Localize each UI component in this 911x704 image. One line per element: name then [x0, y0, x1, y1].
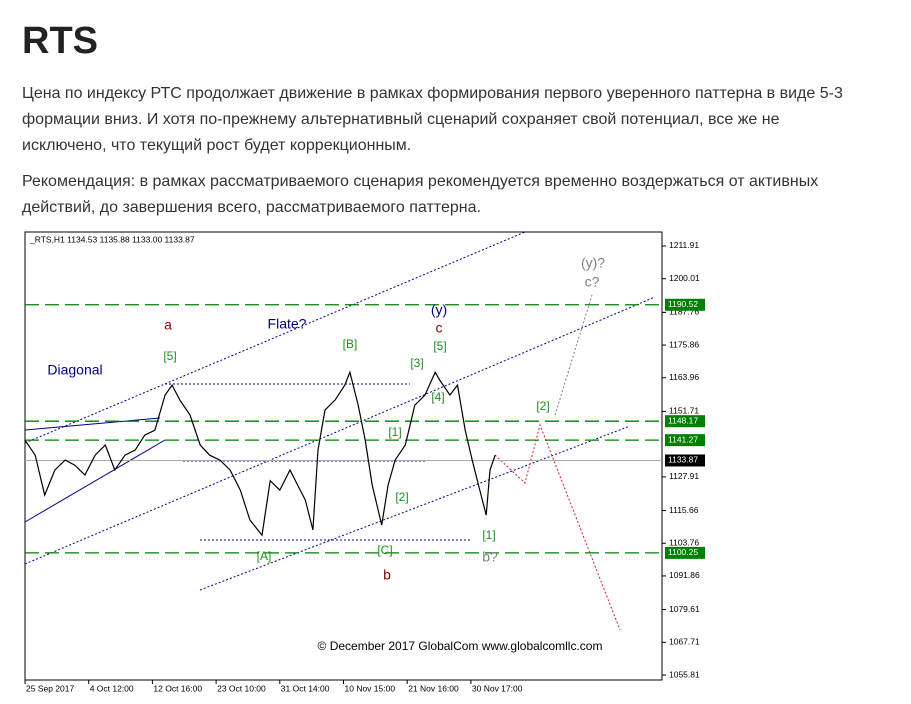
annotation: [4] [431, 390, 444, 404]
y-tick-label: 1151.71 [669, 406, 699, 416]
level-box [665, 415, 705, 428]
projection [494, 423, 621, 631]
plot-frame [24, 231, 663, 681]
paragraph: Цена по индексу РТС продолжает движение … [22, 85, 843, 154]
x-tick-label: 30 Nov 17:00 [472, 683, 523, 693]
annotation: [A] [257, 549, 272, 563]
annotation: [5] [433, 339, 446, 353]
y-tick-label: 1163.96 [669, 372, 699, 382]
projection [554, 294, 593, 416]
y-tick-label: 1211.91 [669, 240, 699, 250]
y-tick-label: 1187.76 [669, 307, 699, 317]
current-price-box [665, 454, 705, 467]
annotation: c [436, 320, 443, 336]
diagonal-line [24, 439, 166, 523]
annotation: [2] [395, 490, 408, 504]
y-tick-label: 1067.71 [669, 637, 700, 647]
annotation: [B] [343, 337, 358, 351]
x-tick-label: 23 Oct 10:00 [217, 683, 266, 693]
x-tick-label: 4 Oct 12:00 [90, 683, 134, 693]
current-price-label: 1133.87 [668, 455, 698, 465]
price-line [24, 370, 496, 537]
level-label: 1100.25 [668, 547, 698, 557]
annotation: [2] [536, 399, 549, 413]
level-box [665, 434, 705, 447]
channel-line [24, 231, 526, 444]
x-tick-label: 21 Nov 16:00 [408, 683, 459, 693]
title: RTS [22, 20, 98, 62]
channel-line [199, 425, 631, 591]
annotation: (y) [431, 302, 447, 318]
level-label: 1141.27 [668, 434, 698, 444]
level-label: 1148.17 [668, 415, 698, 425]
x-tick-label: 25 Sep 2017 [26, 683, 74, 693]
annotation: b [383, 567, 391, 583]
y-tick-label: 1127.91 [669, 471, 699, 481]
y-tick-label: 1079.61 [669, 604, 700, 614]
y-tick-label: 1103.76 [669, 537, 699, 547]
annotation: (y)? [581, 255, 605, 271]
annotation: Flate? [268, 316, 307, 332]
level-label: 1190.52 [668, 299, 698, 309]
annotation: c? [585, 274, 600, 290]
drawings [24, 231, 656, 631]
annotation: Diagonal [47, 362, 102, 378]
y-tick-label: 1115.66 [669, 505, 699, 515]
x-tick-label: 31 Oct 14:00 [281, 683, 330, 693]
y-tick-label: 1055.81 [669, 669, 700, 679]
annotation: [1] [482, 528, 495, 542]
x-tick-label: 10 Nov 15:00 [345, 683, 396, 693]
y-tick-label: 1091.86 [669, 570, 700, 580]
annotation: © December 2017 GlobalCom www.globalcoml… [318, 639, 603, 653]
paragraph: Рекомендация: в рамках рассматриваемого … [22, 173, 819, 216]
annotation: b? [482, 549, 498, 565]
annotation: a [164, 317, 172, 333]
annotation: [3] [410, 356, 423, 370]
annotation: [C] [377, 543, 392, 557]
diagonal-line [24, 417, 161, 431]
level-box [665, 546, 705, 559]
chart-header: _RTS,H1 1134.53 1135.88 1133.00 1133.87 [29, 234, 195, 244]
annotation: [5] [163, 349, 176, 363]
annotation: [1] [388, 425, 401, 439]
level-box [665, 298, 705, 311]
y-tick-label: 1200.01 [669, 273, 700, 283]
y-tick-label: 1175.86 [669, 339, 699, 349]
x-tick-label: 12 Oct 16:00 [153, 683, 202, 693]
